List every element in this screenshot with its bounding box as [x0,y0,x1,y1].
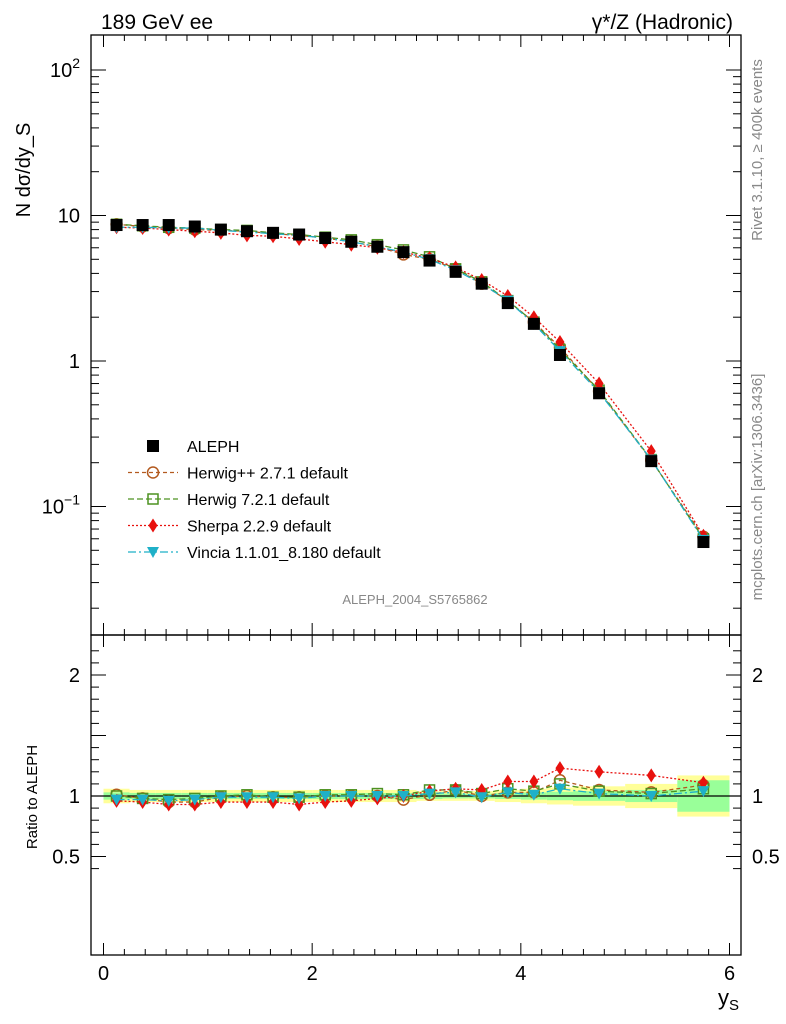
ratio-y-tick-label: 2 [69,665,80,687]
ratio-y-tick-label: 0.5 [52,847,80,869]
ratio-point-sherpa-2-2-9-default [503,774,513,789]
legend-label-herwig-2-7-1-default: Herwig++ 2.7.1 default [187,466,349,483]
point-aleph [475,277,488,290]
analysis-id-label: ALEPH_2004_S5765862 [342,592,487,607]
ratio-point-vincia-1-1-01-8-180-default [527,789,540,801]
point-aleph [240,225,253,238]
point-aleph [267,226,280,239]
ratio-point-sherpa-2-2-9-default [594,764,604,779]
point-aleph [162,219,175,232]
ratio-point-sherpa-2-2-9-default [529,774,539,789]
ratio-y-tick-label: 1 [69,786,80,808]
point-aleph [110,219,123,232]
point-aleph [319,232,332,245]
ratio-point-vincia-1-1-01-8-180-default [553,783,566,795]
legend-marker-herwig-7-2-1-default [147,493,159,505]
y-tick-label: 10 [58,206,80,228]
ratio-point-vincia-1-1-01-8-180-default [397,791,410,802]
point-aleph [397,246,410,259]
legend-label-aleph: ALEPH [187,439,239,456]
point-aleph [697,536,710,549]
ratio-y-tick-label-right: 1 [752,786,763,808]
ratio-point-vincia-1-1-01-8-180-default [110,794,123,806]
x-tick-label: 4 [515,963,526,985]
ratio-point-vincia-1-1-01-8-180-default [319,791,332,802]
point-aleph [371,240,384,253]
point-aleph [501,297,514,310]
legend-label-herwig-7-2-1-default: Herwig 7.2.1 default [187,492,330,509]
ratio-point-sherpa-2-2-9-default [646,768,656,783]
ratio-point-sherpa-2-2-9-default [294,797,304,812]
ratio-point-vincia-1-1-01-8-180-default [162,795,175,807]
point-aleph [423,254,436,267]
y-tick-label: 102 [50,55,80,82]
ratio-point-vincia-1-1-01-8-180-default [449,787,462,799]
point-aleph [136,219,149,232]
point-aleph [188,220,201,233]
x-tick-label: 2 [307,963,318,985]
x-axis-label: yS [718,985,739,1014]
point-aleph [345,235,358,248]
ratio-point-vincia-1-1-01-8-180-default [593,788,606,800]
legend-marker-sherpa-2-2-9-default [148,518,158,533]
x-tick-label: 6 [724,963,735,985]
point-sherpa-2-2-9-default [555,335,565,350]
legend-marker-vincia-1-1-01-8-180-default [147,547,159,558]
series-line-herwig-2-7-1-default [116,223,704,538]
ratio-point-vincia-1-1-01-8-180-default [475,792,488,804]
ratio-series [110,761,710,812]
y-tick-label: 1 [69,351,80,373]
point-aleph [449,265,462,278]
ratio-point-vincia-1-1-01-8-180-default [188,794,201,806]
legend-marker-herwig-2-7-1-default [146,466,160,479]
ratio-point-sherpa-2-2-9-default [555,761,565,776]
ratio-point-vincia-1-1-01-8-180-default [645,791,658,802]
point-aleph [593,387,606,400]
ratio-point-vincia-1-1-01-8-180-default [697,786,710,798]
ratio-axis-label: Ratio to ALEPH [24,745,41,849]
ratio-point-vincia-1-1-01-8-180-default [214,792,227,804]
ratio-point-vincia-1-1-01-8-180-default [240,792,253,804]
ratio-point-vincia-1-1-01-8-180-default [345,791,358,802]
point-aleph [214,223,227,236]
ratio-point-vincia-1-1-01-8-180-default [501,787,514,799]
y-tick-label: 10−1 [42,492,80,519]
header-left-label: 189 GeV ee [101,11,213,34]
point-aleph [553,348,566,361]
header-right-label: γ*/Z (Hadronic) [592,11,733,34]
y-axis-label-text: N dσ/dy_S [13,123,35,218]
main-series [110,218,710,549]
ratio-point-vincia-1-1-01-8-180-default [136,794,149,806]
ratio-point-vincia-1-1-01-8-180-default [267,792,280,804]
y-axis-label: N dσ/dy_S [13,123,35,218]
ratio-point-sherpa-2-2-9-default [320,795,330,810]
ratio-point-vincia-1-1-01-8-180-default [293,793,306,805]
legend-label-vincia-1-1-01-8-180-default: Vincia 1.1.01_8.180 default [187,545,381,562]
rivet-version-label: Rivet 3.1.10, ≥ 400k events [749,59,766,241]
ratio-y-tick-label-right: 0.5 [752,847,780,869]
ratio-point-vincia-1-1-01-8-180-default [371,791,384,802]
series-line-sherpa-2-2-9-default [116,226,704,537]
point-aleph [527,317,540,330]
legend: ALEPH Herwig++ 2.7.1 default Herwig 7.2.1 … [128,439,381,562]
axes: 0 2 4 6 10−1 1 10 102 0.5 0.5 1 1 2 2 [42,34,780,985]
point-aleph [645,455,658,468]
ratio-y-tick-label-right: 2 [752,665,763,687]
x-tick-label: 0 [98,963,109,985]
point-aleph [293,228,306,241]
ratio-point-vincia-1-1-01-8-180-default [423,788,436,800]
mcplots-label: mcplots.cern.ch [arXiv:1306.3436] [749,374,766,601]
point-sherpa-2-2-9-default [594,376,604,391]
legend-marker-aleph [147,440,159,452]
legend-label-sherpa-2-2-9-default: Sherpa 2.2.9 default [187,519,332,536]
